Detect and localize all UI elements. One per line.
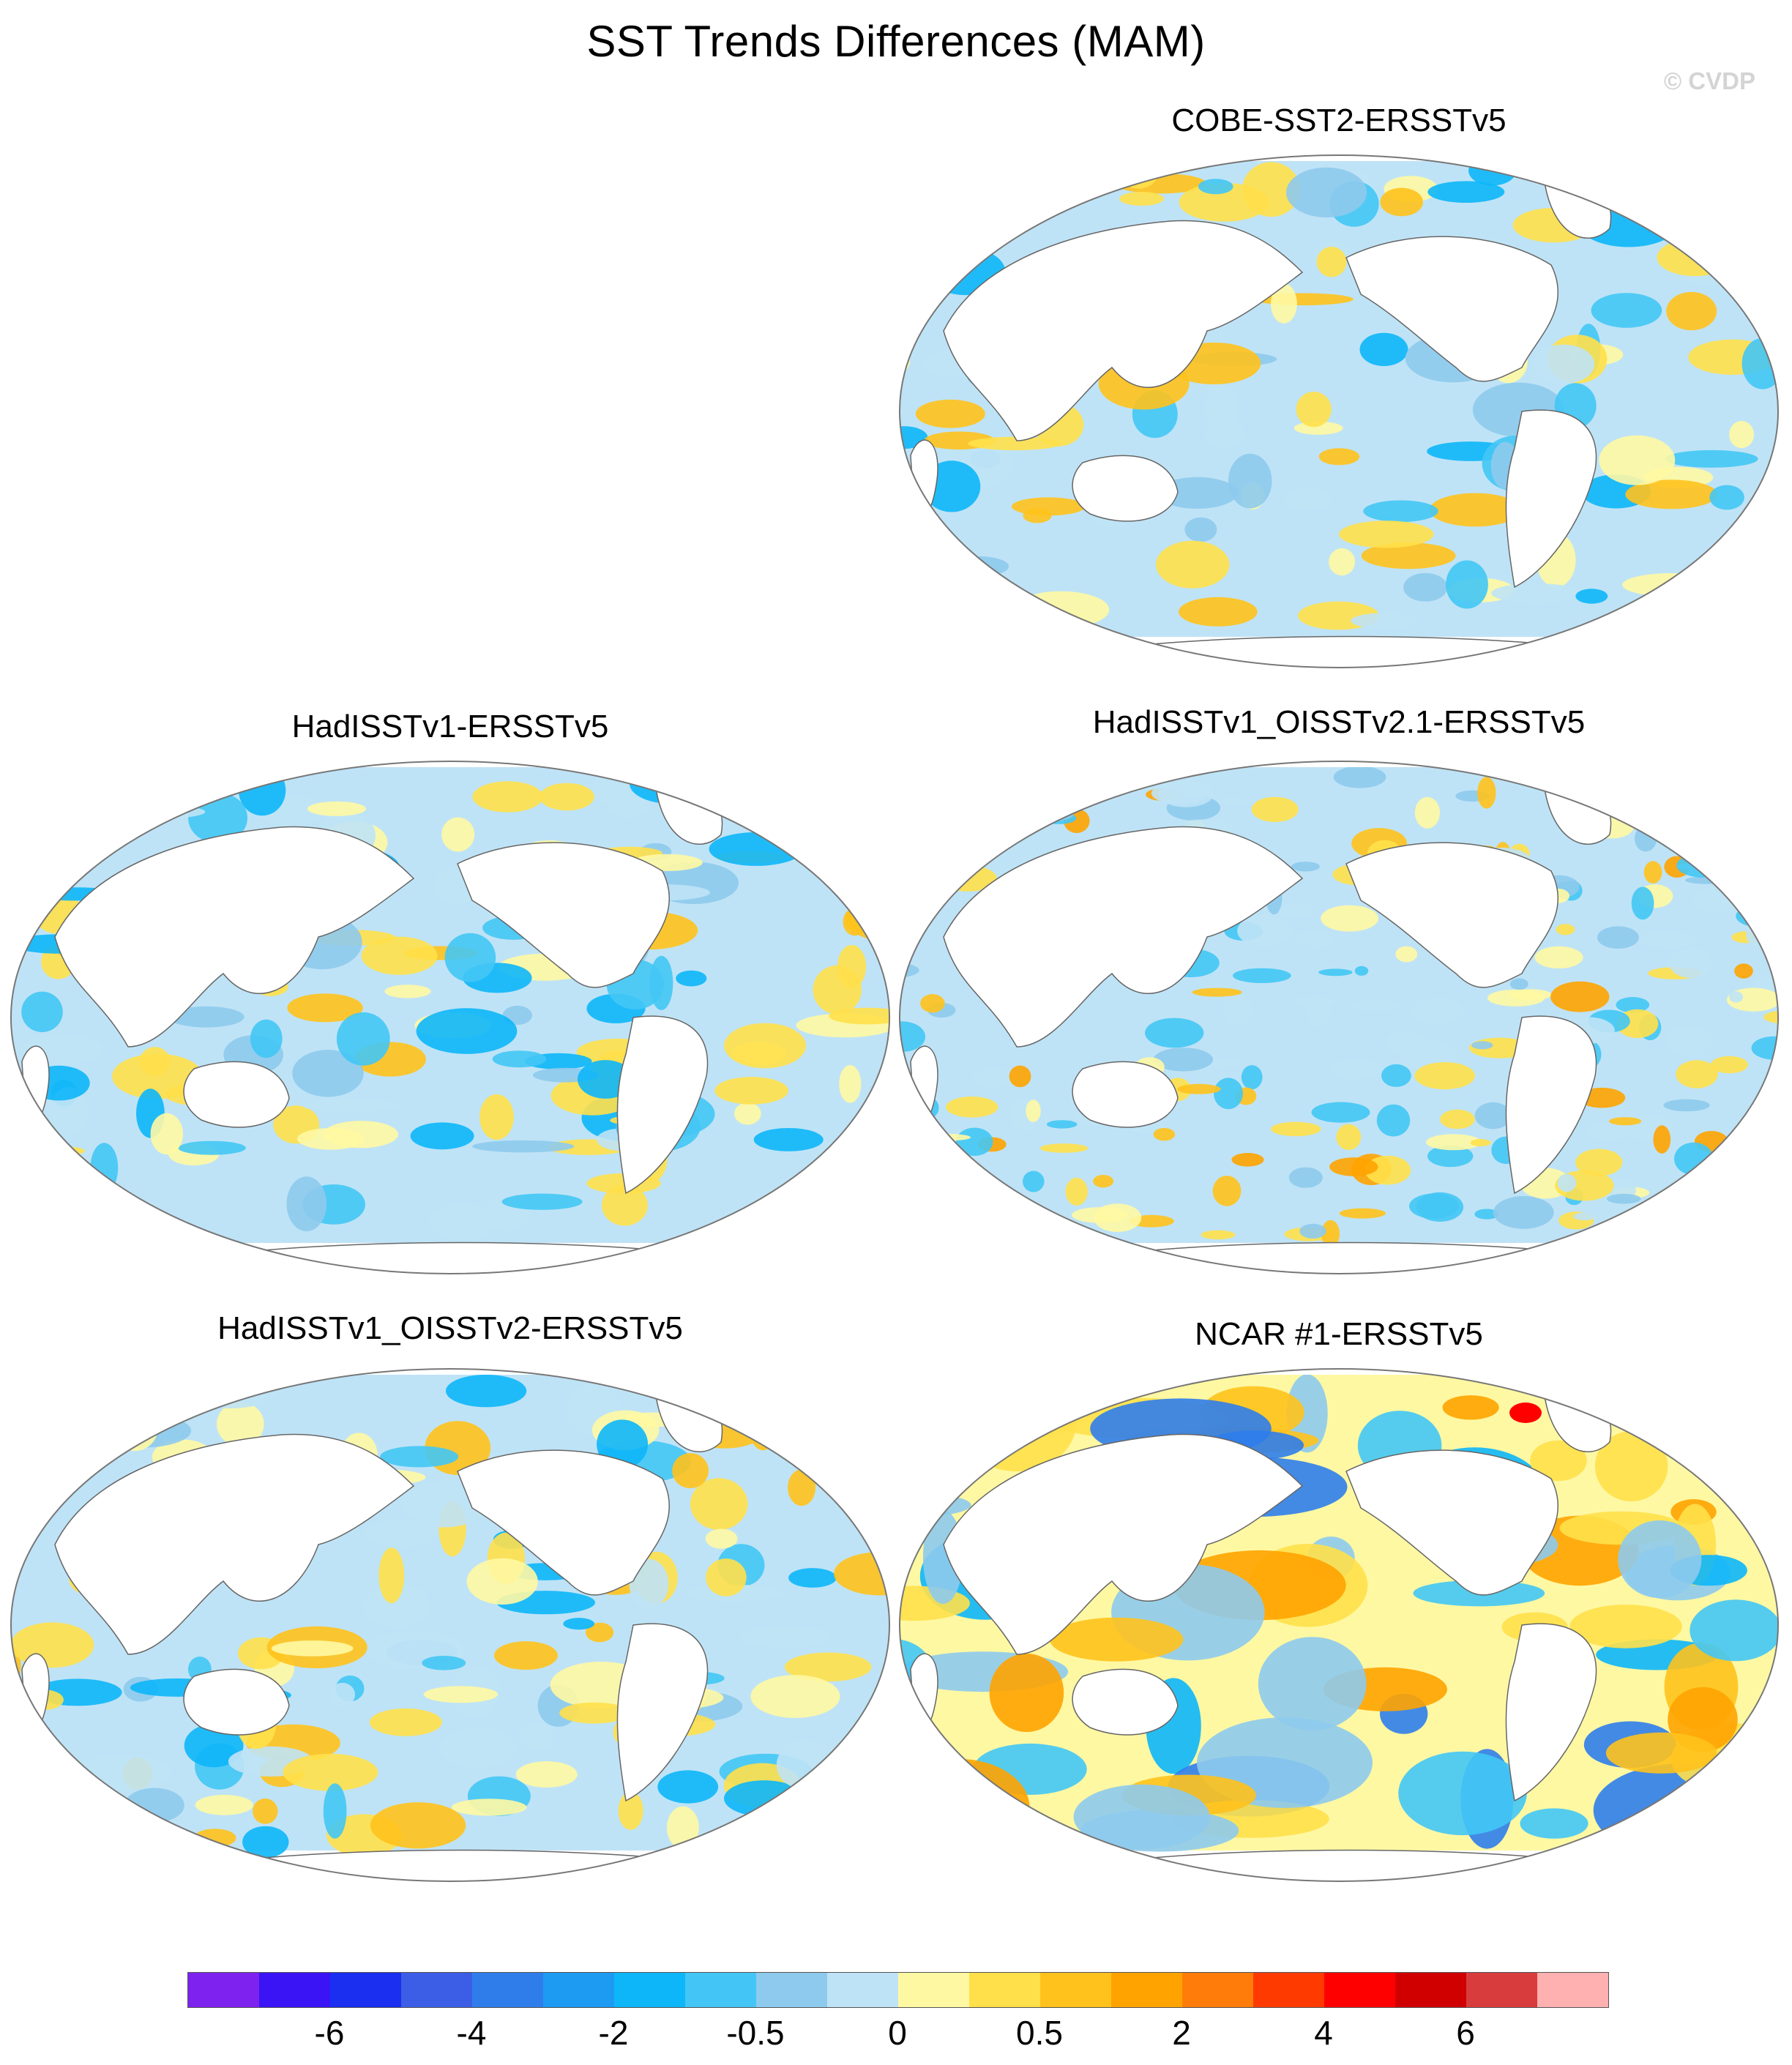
colorbar-tick-label: -0.5	[726, 2014, 785, 2052]
colorbar-segment	[472, 1973, 543, 2007]
colorbar-segment	[827, 1973, 898, 2007]
map-panel-hadisst	[4, 754, 897, 1281]
map-panel-hadisst-oisstv21	[892, 754, 1785, 1281]
colorbar-tick-label: -2	[598, 2014, 629, 2052]
colorbar-segment	[543, 1973, 614, 2007]
colorbar-segment	[330, 1973, 401, 2007]
colorbar-segment	[1537, 1973, 1608, 2007]
colorbar-segment	[401, 1973, 472, 2007]
colorbar-segment	[1111, 1973, 1182, 2007]
panel-title-hadisst-oisstv2: HadISSTv1_OISSTv2-ERSSTv5	[217, 1310, 683, 1346]
colorbar-tick-label: 6	[1456, 2014, 1475, 2052]
colorbar-segment	[614, 1973, 685, 2007]
map-panel-hadisst-oisstv2	[4, 1362, 897, 1889]
colorbar-segment	[1466, 1973, 1537, 2007]
cvdp-credit: © CVDP	[1663, 67, 1755, 94]
panel-title-hadisst: HadISSTv1-ERSSTv5	[291, 709, 609, 744]
colorbar-tick-label: 0.5	[1016, 2014, 1063, 2052]
colorbar-segment	[898, 1973, 969, 2007]
colorbar-segment	[685, 1973, 756, 2007]
colorbar-segment	[259, 1973, 330, 2007]
colorbar-segment	[1395, 1973, 1466, 2007]
colorbar-segment	[969, 1973, 1040, 2007]
colorbar-tick-label: 0	[888, 2014, 907, 2052]
colorbar-tick-label: -6	[314, 2014, 345, 2052]
map-panel-cobe	[892, 148, 1785, 675]
panel-title-cobe: COBE-SST2-ERSSTv5	[1171, 102, 1507, 138]
colorbar-segment	[1253, 1973, 1324, 2007]
colorbar	[187, 1972, 1609, 2008]
colorbar-segment	[1040, 1973, 1111, 2007]
colorbar-tick-label: 4	[1314, 2014, 1333, 2052]
colorbar-segment	[1324, 1973, 1395, 2007]
map-panel-ncar	[892, 1362, 1785, 1889]
colorbar-tick-label: 2	[1172, 2014, 1191, 2052]
panel-title-ncar: NCAR #1-ERSSTv5	[1195, 1316, 1483, 1352]
colorbar-segment	[188, 1973, 259, 2007]
colorbar-tick-label: -4	[456, 2014, 487, 2052]
colorbar-segment	[1182, 1973, 1253, 2007]
page-title: SST Trends Differences (MAM)	[586, 17, 1206, 66]
panel-title-hadisst-oisstv21: HadISSTv1_OISSTv2.1-ERSSTv5	[1092, 704, 1586, 740]
colorbar-segment	[756, 1973, 827, 2007]
